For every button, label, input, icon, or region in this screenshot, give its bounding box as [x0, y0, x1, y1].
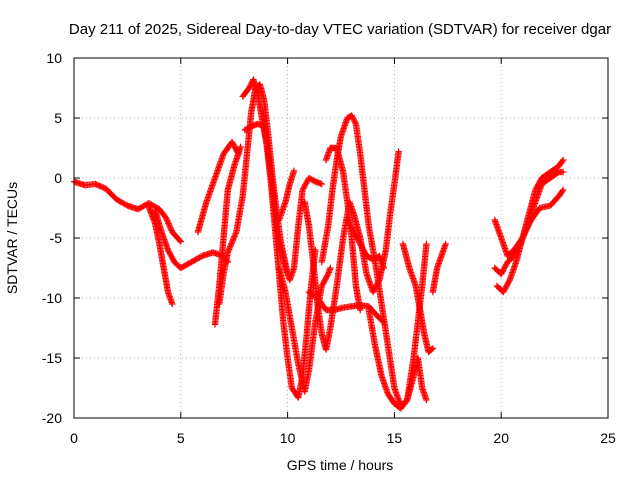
x-tick-label: 15: [387, 430, 403, 446]
series-arc-o: [344, 216, 387, 272]
data-point: [357, 306, 364, 314]
x-tick-label: 25: [600, 430, 616, 446]
series-arc-j: [275, 264, 334, 395]
data-point: [162, 214, 170, 221]
data-point: [348, 112, 355, 119]
data-point: [165, 221, 173, 228]
data-point: [559, 168, 567, 176]
chart-title: Day 211 of 2025, Sidereal Day-to-day VTE…: [69, 21, 611, 38]
data-point: [230, 234, 238, 242]
x-axis-label: GPS time / hours: [287, 457, 394, 473]
series-arc-q: [399, 240, 437, 356]
y-tick-label: -5: [50, 230, 63, 246]
data-point: [429, 345, 437, 352]
data-point: [225, 246, 233, 253]
data-point: [177, 238, 184, 245]
data-point: [559, 158, 566, 165]
y-axis-label: SDTVAR / TECUs: [4, 182, 20, 294]
y-tick-label: 5: [54, 110, 62, 126]
data-point: [227, 243, 234, 250]
y-tick-label: -10: [42, 290, 62, 306]
data-point: [246, 83, 254, 90]
series-arc-u: [493, 168, 567, 296]
data-point: [167, 225, 175, 233]
data-point: [423, 396, 430, 404]
data-point: [351, 118, 358, 125]
data-point: [290, 167, 298, 174]
series-arc-i: [275, 167, 298, 224]
data-point: [318, 180, 325, 188]
x-tick-label: 10: [280, 430, 296, 446]
series-arc-p: [365, 306, 430, 412]
data-point: [559, 188, 566, 195]
data-point: [442, 240, 449, 248]
data-point: [166, 223, 173, 230]
data-point: [231, 231, 239, 239]
data-point: [505, 278, 513, 285]
data-point: [228, 239, 236, 246]
data-point: [324, 272, 331, 279]
data-point: [165, 220, 172, 227]
y-tick-label: -20: [42, 410, 62, 426]
series-arc-h: [241, 120, 325, 284]
data-point: [349, 115, 357, 122]
data-point: [224, 249, 231, 256]
x-tick-label: 5: [177, 430, 185, 446]
y-tick-label: 0: [54, 170, 62, 186]
series-arc-d: [194, 138, 242, 236]
series-arc-b: [145, 203, 176, 308]
series-arc-l: [305, 288, 387, 326]
data-point: [559, 156, 567, 164]
data-point: [428, 346, 435, 353]
data-point: [232, 230, 239, 237]
data-point: [559, 186, 567, 194]
data-point: [349, 113, 356, 121]
data-point: [352, 119, 359, 126]
series-arc-n: [322, 144, 364, 314]
axes: 0 5 10 15 20 25 -20 -15 -10 -5 0 5 10: [42, 50, 616, 446]
data-point: [176, 237, 184, 244]
data-point: [163, 215, 170, 223]
data-points: [70, 76, 567, 412]
series-arc-r: [429, 240, 449, 296]
data-point: [228, 240, 235, 247]
data-point: [230, 236, 237, 243]
data-point: [164, 218, 171, 226]
y-tick-label: 10: [46, 50, 62, 66]
data-point: [237, 143, 244, 150]
data-point: [167, 224, 174, 231]
data-point: [327, 264, 334, 272]
data-point: [245, 84, 253, 92]
data-point: [226, 244, 233, 252]
data-point: [350, 116, 358, 123]
x-tick-label: 20: [493, 430, 509, 446]
data-point: [229, 237, 236, 244]
data-point: [395, 148, 402, 155]
data-point: [231, 233, 238, 240]
data-point: [423, 240, 430, 248]
data-point: [227, 241, 235, 249]
y-tick-label: -15: [42, 350, 62, 366]
data-point: [163, 217, 171, 224]
data-point: [225, 247, 232, 255]
data-point: [380, 264, 387, 272]
x-tick-label: 0: [70, 430, 78, 446]
series-arc-a: [70, 178, 184, 245]
data-point: [169, 300, 176, 308]
